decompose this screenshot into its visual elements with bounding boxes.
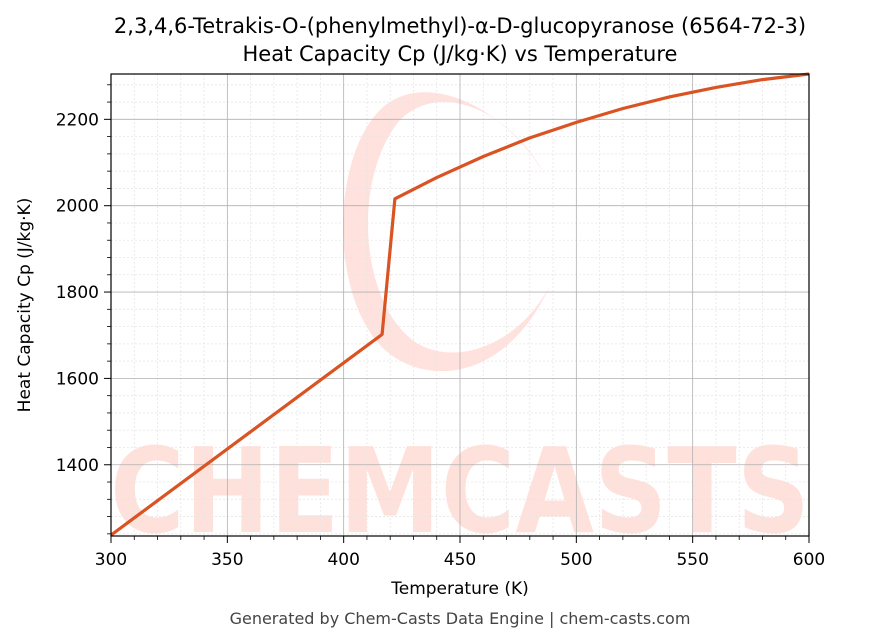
series-line-cp bbox=[110, 72, 810, 537]
y-tick-label: 2000 bbox=[56, 197, 99, 217]
chart-title-line1: 2,3,4,6-Tetrakis-O-(phenylmethyl)-α-D-gl… bbox=[114, 14, 806, 38]
x-tick-label: 350 bbox=[211, 550, 243, 570]
axis-ticks bbox=[104, 84, 810, 543]
x-axis-label: Temperature (K) bbox=[390, 579, 529, 599]
plot-frame bbox=[110, 73, 810, 537]
x-tick-label: 450 bbox=[444, 550, 476, 570]
x-tick-label: 600 bbox=[793, 550, 825, 570]
watermark-swirl-icon bbox=[343, 92, 560, 372]
y-tick-label: 1400 bbox=[56, 456, 99, 476]
chart-title-line2: Heat Capacity Cp (J/kg·K) vs Temperature bbox=[243, 42, 678, 66]
tick-labels: 300 350 400 450 500 550 600 1400 1600 1800 2000 220… bbox=[56, 110, 825, 570]
x-tick-label: 300 bbox=[95, 550, 127, 570]
x-tick-label: 550 bbox=[676, 550, 708, 570]
y-tick-label: 1800 bbox=[56, 283, 99, 303]
x-tick-label: 500 bbox=[560, 550, 592, 570]
x-tick-label: 400 bbox=[327, 550, 359, 570]
y-tick-label: 2200 bbox=[56, 110, 99, 130]
y-tick-label: 1600 bbox=[56, 369, 99, 389]
y-axis-label: Heat Capacity Cp (J/kg·K) bbox=[15, 198, 35, 413]
footer-credit: Generated by Chem-Casts Data Engine | ch… bbox=[230, 609, 691, 628]
